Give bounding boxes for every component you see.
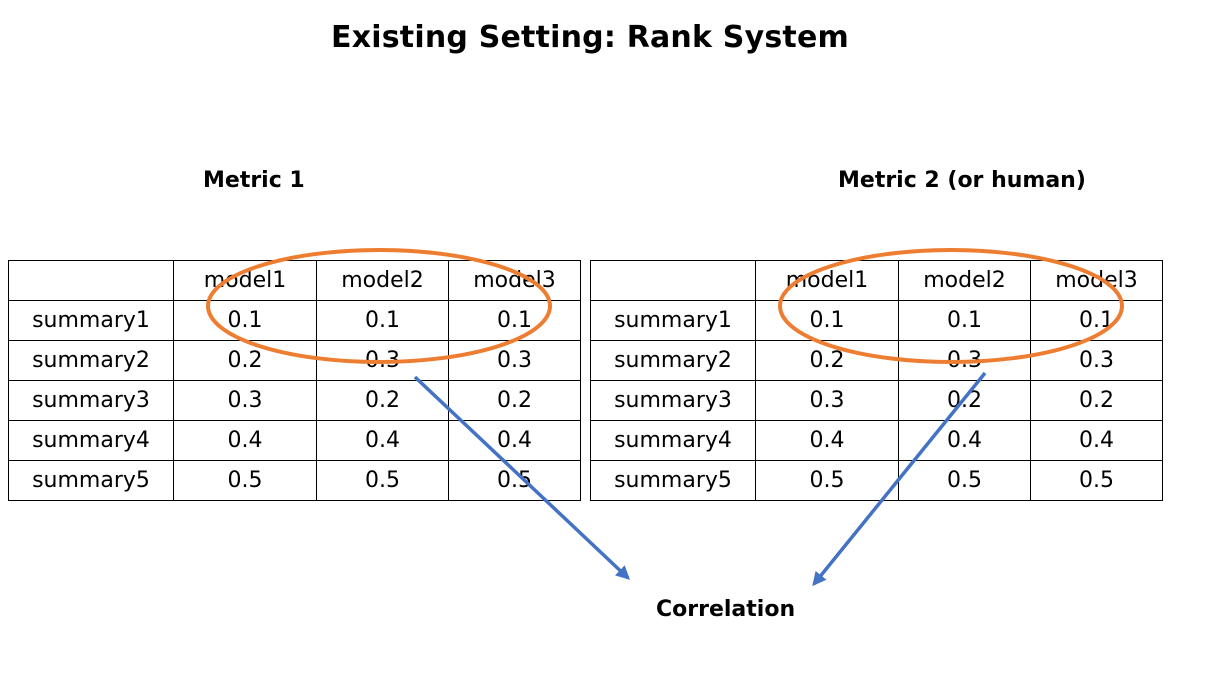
- table-cell: 0.3: [316, 340, 449, 381]
- table-cell: 0.2: [316, 380, 449, 421]
- table-row: summary5 0.5 0.5 0.5: [590, 460, 1163, 501]
- table-row: summary2 0.2 0.3 0.3: [8, 340, 581, 381]
- row-header: summary1: [8, 300, 174, 341]
- table-cell: 0.2: [448, 380, 581, 421]
- table-cell: 0.3: [448, 340, 581, 381]
- table-row: summary4 0.4 0.4 0.4: [8, 420, 581, 461]
- table-row: summary1 0.1 0.1 0.1: [590, 300, 1163, 341]
- table-cell: 0.4: [1030, 420, 1163, 461]
- table-cell: 0.2: [898, 380, 1031, 421]
- metric2-table: model1 model2 model3 summary1 0.1 0.1 0.…: [590, 260, 1163, 501]
- table-row: summary5 0.5 0.5 0.5: [8, 460, 581, 501]
- table-row: summary4 0.4 0.4 0.4: [590, 420, 1163, 461]
- column-header: model3: [448, 260, 581, 301]
- table-cell: 0.5: [173, 460, 317, 501]
- table-header-row: model1 model2 model3: [590, 260, 1163, 301]
- column-header: model1: [755, 260, 899, 301]
- table-cell: 0.1: [173, 300, 317, 341]
- table-cell: 0.3: [1030, 340, 1163, 381]
- table-cell: 0.5: [1030, 460, 1163, 501]
- table-cell: 0.4: [448, 420, 581, 461]
- row-header: summary1: [590, 300, 756, 341]
- table-cell: 0.1: [1030, 300, 1163, 341]
- row-header: summary2: [590, 340, 756, 381]
- table-cell: 0.1: [898, 300, 1031, 341]
- table-cell: 0.2: [755, 340, 899, 381]
- metric1-table: model1 model2 model3 summary1 0.1 0.1 0.…: [8, 260, 581, 501]
- table-cell: 0.5: [755, 460, 899, 501]
- metric1-label: Metric 1: [203, 168, 305, 193]
- table-cell: 0.5: [316, 460, 449, 501]
- row-header: summary3: [590, 380, 756, 421]
- table-cell: 0.2: [173, 340, 317, 381]
- table-row: summary3 0.3 0.2 0.2: [8, 380, 581, 421]
- table-cell: 0.3: [898, 340, 1031, 381]
- table-cell: 0.4: [755, 420, 899, 461]
- table-cell: 0.3: [173, 380, 317, 421]
- table-cell: 0.3: [755, 380, 899, 421]
- column-header: model1: [173, 260, 317, 301]
- table-header-row: model1 model2 model3: [8, 260, 581, 301]
- table-row: summary2 0.2 0.3 0.3: [590, 340, 1163, 381]
- table-row: summary1 0.1 0.1 0.1: [8, 300, 581, 341]
- row-header: summary4: [590, 420, 756, 461]
- column-header: model2: [316, 260, 449, 301]
- metric2-label: Metric 2 (or human): [838, 168, 1086, 193]
- table-cell: 0.4: [173, 420, 317, 461]
- row-header: summary3: [8, 380, 174, 421]
- table-cell: 0.1: [448, 300, 581, 341]
- table-cell: 0.4: [898, 420, 1031, 461]
- row-header: summary4: [8, 420, 174, 461]
- table-cell: 0.1: [316, 300, 449, 341]
- diagram-title: Existing Setting: Rank System: [331, 20, 849, 55]
- table-cell: 0.1: [755, 300, 899, 341]
- table-cell: 0.4: [316, 420, 449, 461]
- column-header: model3: [1030, 260, 1163, 301]
- row-header: summary2: [8, 340, 174, 381]
- table-row: summary3 0.3 0.2 0.2: [590, 380, 1163, 421]
- row-header: summary5: [590, 460, 756, 501]
- table-cell: 0.5: [898, 460, 1031, 501]
- table-cell: 0.5: [448, 460, 581, 501]
- row-header: summary5: [8, 460, 174, 501]
- corner-cell: [8, 260, 174, 301]
- table-cell: 0.2: [1030, 380, 1163, 421]
- correlation-label: Correlation: [656, 597, 796, 622]
- column-header: model2: [898, 260, 1031, 301]
- corner-cell: [590, 260, 756, 301]
